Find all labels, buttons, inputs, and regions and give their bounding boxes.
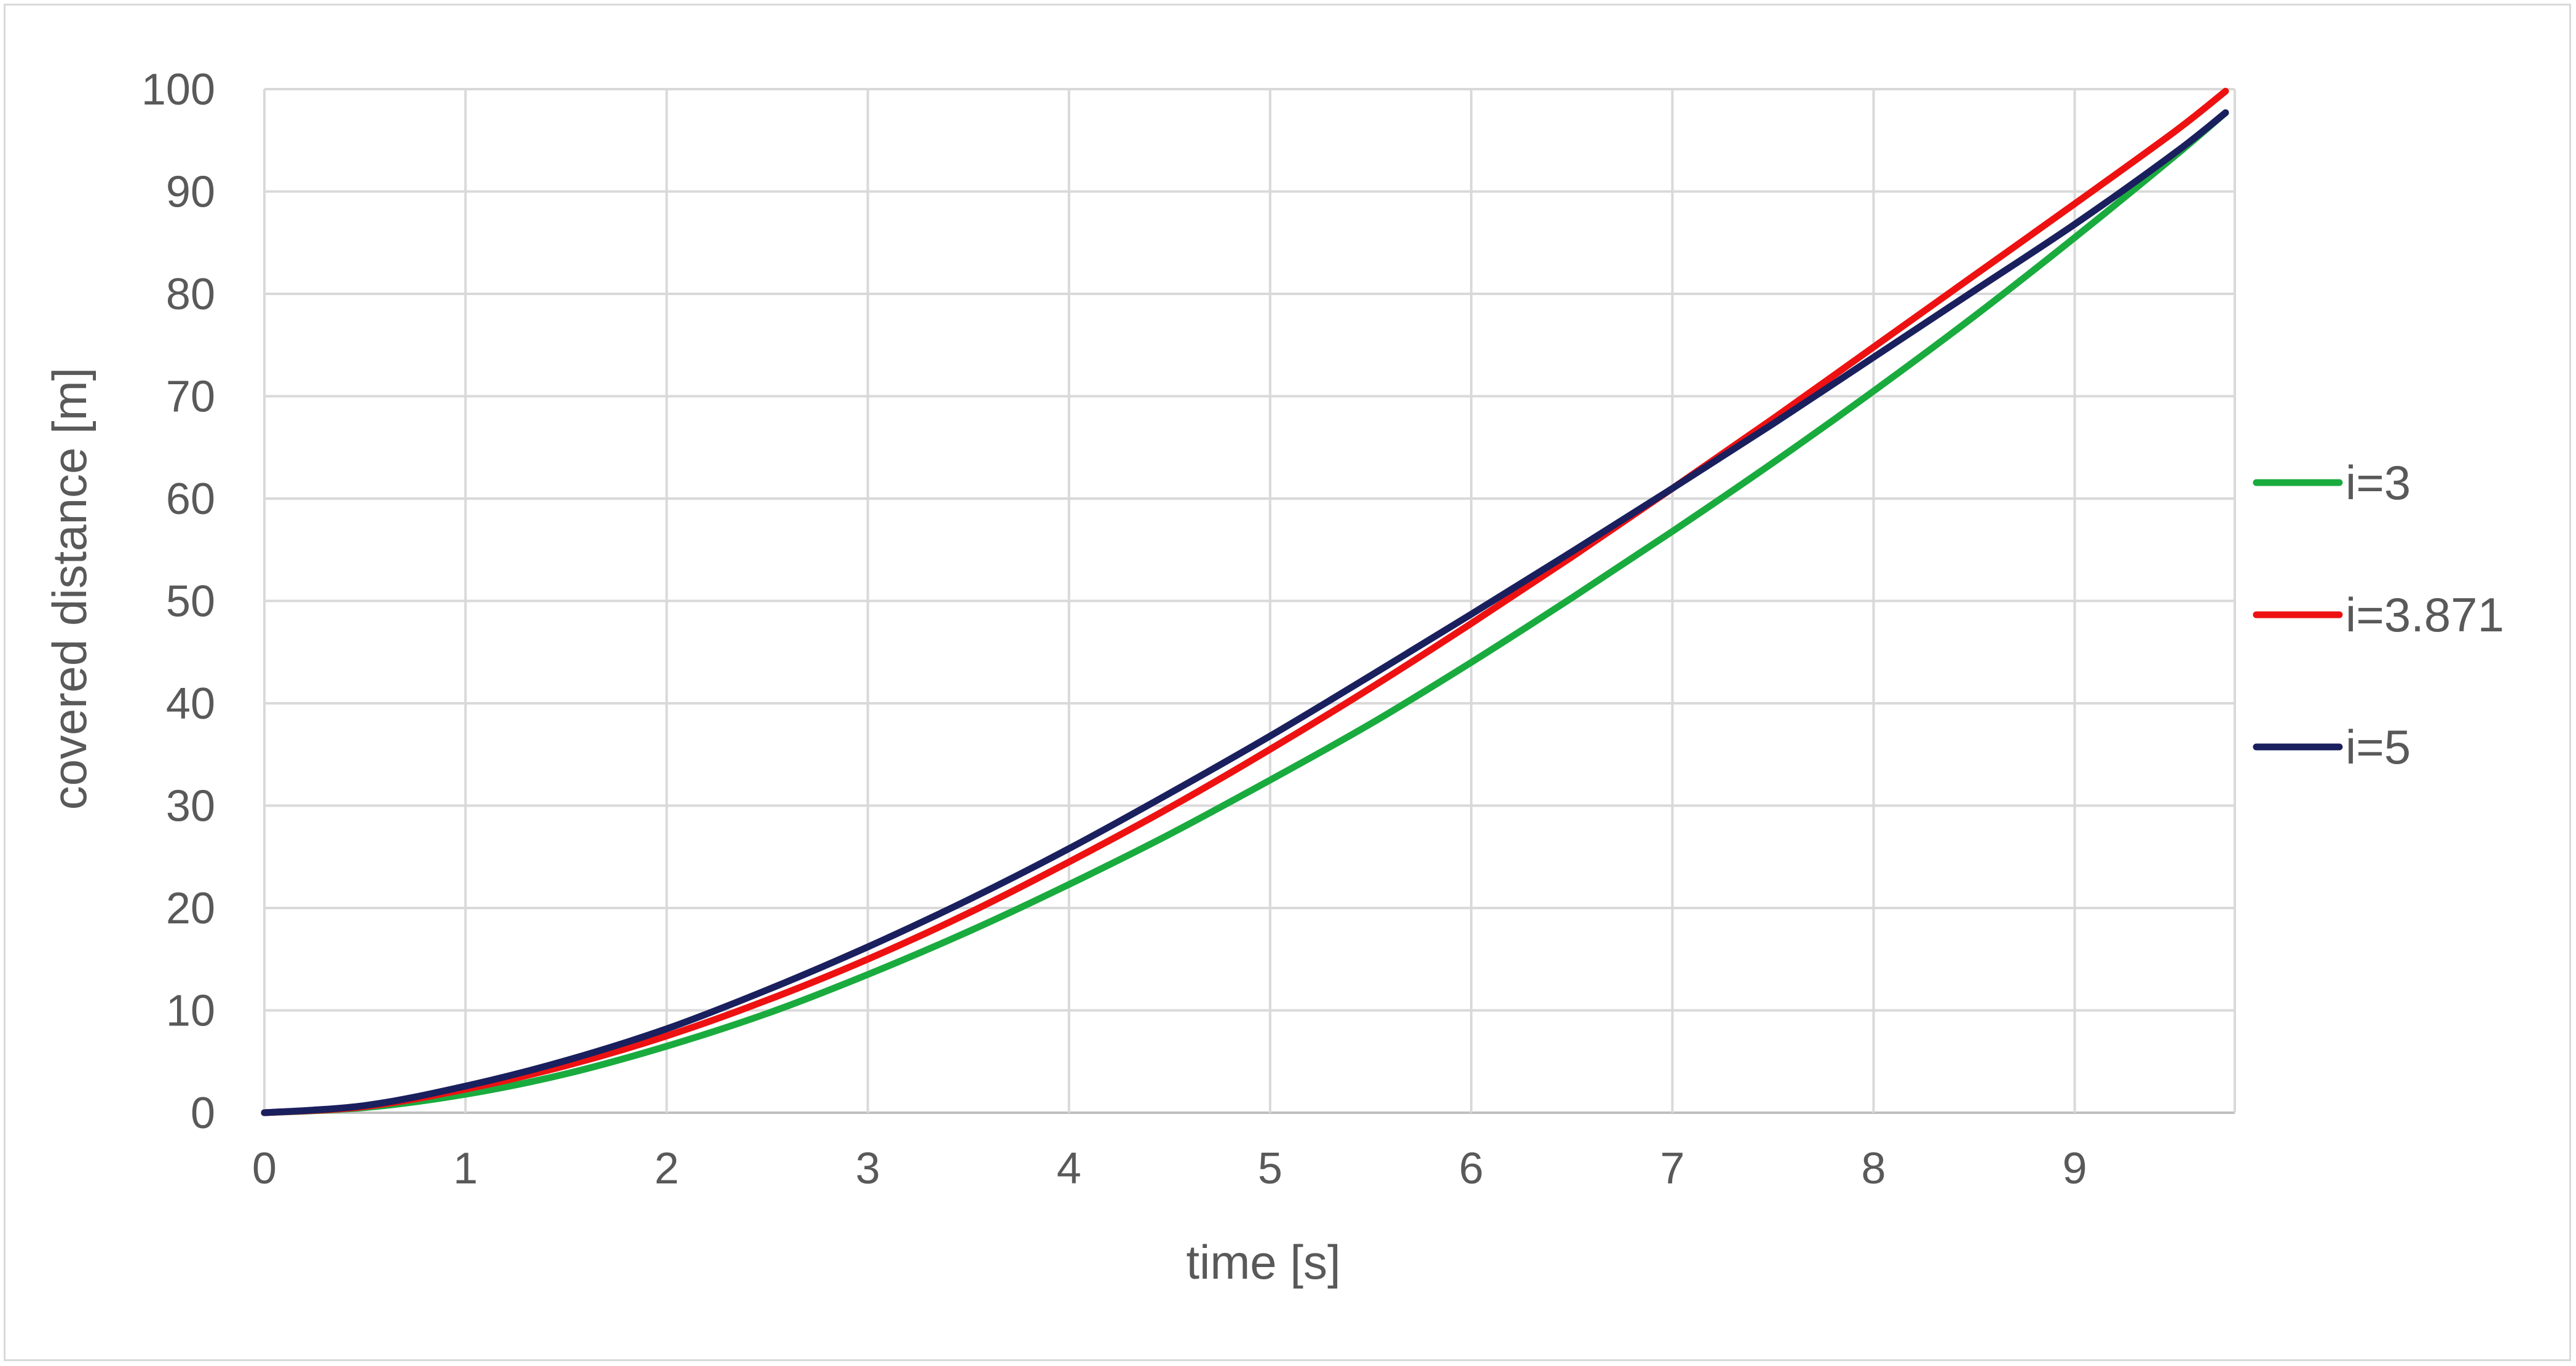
- gridlines: [263, 88, 2236, 1114]
- x-tick-labels: 0 1 2 3 4 5 6 7 8 9: [252, 1144, 2087, 1193]
- x-tick-label: 0: [252, 1144, 277, 1193]
- y-tick-label: 10: [166, 987, 215, 1036]
- y-tick-labels: 0 10 20 30 40 50 60 70 80 90 100: [141, 65, 215, 1138]
- y-tick-label: 20: [166, 884, 215, 933]
- chart-frame: [4, 4, 2571, 1361]
- legend-label-0: i=3: [2345, 456, 2411, 510]
- x-tick-label: 8: [1861, 1144, 1886, 1193]
- legend-label-1: i=3.871: [2345, 588, 2504, 642]
- series-line-0: [261, 109, 2229, 1116]
- y-tick-label: 60: [166, 475, 215, 524]
- y-axis-title: covered distance [m]: [42, 368, 97, 810]
- x-tick-label: 4: [1057, 1144, 1081, 1193]
- y-tick-label: 100: [141, 65, 215, 114]
- y-tick-label: 80: [166, 270, 215, 319]
- y-tick-label: 70: [166, 373, 215, 422]
- series-line-1: [261, 87, 2229, 1116]
- y-tick-label: 30: [166, 782, 215, 831]
- y-tick-label: 40: [166, 679, 215, 728]
- x-tick-label: 6: [1459, 1144, 1484, 1193]
- x-tick-label: 7: [1660, 1144, 1685, 1193]
- x-tick-label: 9: [2063, 1144, 2087, 1193]
- series-lines: [261, 87, 2229, 1116]
- y-tick-label: 50: [166, 577, 215, 626]
- x-axis-title: time [s]: [1186, 1235, 1340, 1289]
- legend-label-2: i=5: [2345, 720, 2411, 774]
- legend: i=3 i=3.871 i=5: [2253, 456, 2504, 774]
- y-tick-label: 0: [191, 1089, 215, 1138]
- x-tick-label: 2: [654, 1144, 679, 1193]
- series-line-2: [261, 109, 2229, 1116]
- x-tick-label: 3: [856, 1144, 880, 1193]
- x-tick-label: 1: [453, 1144, 478, 1193]
- y-tick-label: 90: [166, 168, 215, 217]
- x-tick-label: 5: [1258, 1144, 1282, 1193]
